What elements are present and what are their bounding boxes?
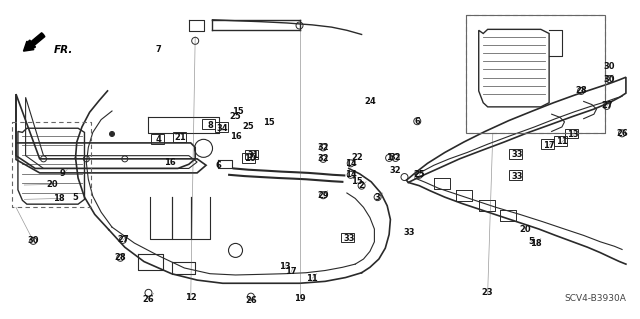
Text: 8: 8: [207, 121, 212, 130]
Text: 32: 32: [390, 166, 401, 175]
Text: 32: 32: [317, 154, 329, 163]
Text: 15: 15: [232, 107, 244, 116]
Text: 19: 19: [294, 294, 305, 303]
Text: 25: 25: [243, 122, 254, 130]
Text: 10: 10: [244, 154, 255, 163]
Text: 1: 1: [386, 153, 392, 162]
Text: 13: 13: [567, 130, 579, 139]
Text: 25: 25: [230, 112, 241, 121]
Text: 20: 20: [47, 180, 58, 189]
Text: 24: 24: [364, 97, 376, 106]
Text: 34: 34: [217, 124, 228, 133]
Bar: [541, 139, 554, 149]
Bar: [466, 15, 605, 133]
Text: 25: 25: [413, 170, 425, 179]
Bar: [509, 170, 522, 180]
Text: 11: 11: [307, 274, 318, 283]
Text: 11: 11: [556, 137, 568, 146]
Text: 30: 30: [28, 236, 39, 245]
Text: 30: 30: [604, 75, 615, 84]
Text: 20: 20: [519, 225, 531, 234]
Text: 15: 15: [263, 118, 275, 127]
Text: 3: 3: [375, 193, 380, 202]
Text: 9: 9: [60, 169, 65, 178]
Text: SCV4-B3930A: SCV4-B3930A: [564, 294, 626, 303]
Circle shape: [109, 131, 115, 137]
Text: 31: 31: [247, 151, 259, 160]
Text: 12: 12: [185, 293, 196, 302]
Text: 18: 18: [531, 239, 542, 248]
Bar: [245, 150, 258, 160]
Text: 4: 4: [156, 135, 162, 144]
Text: 5: 5: [528, 237, 534, 246]
Text: 2: 2: [358, 181, 365, 190]
Text: 33: 33: [511, 172, 523, 181]
Bar: [341, 233, 354, 242]
Text: 29: 29: [317, 191, 329, 200]
Bar: [565, 129, 578, 138]
Text: 26: 26: [245, 296, 257, 305]
Text: 33: 33: [404, 228, 415, 237]
FancyArrow shape: [24, 33, 45, 51]
Text: 27: 27: [117, 235, 129, 244]
Bar: [509, 149, 522, 159]
Text: 32: 32: [390, 153, 401, 162]
Text: 14: 14: [345, 170, 356, 179]
Text: 16: 16: [230, 132, 241, 141]
Text: 17: 17: [543, 141, 555, 150]
Text: 33: 33: [511, 150, 523, 159]
Bar: [554, 136, 567, 146]
Text: 27: 27: [601, 101, 612, 110]
Text: 6: 6: [216, 161, 222, 170]
Text: 17: 17: [285, 267, 297, 276]
Bar: [173, 132, 186, 142]
Text: 32: 32: [317, 143, 329, 152]
Text: 21: 21: [175, 133, 186, 142]
Text: 22: 22: [351, 153, 363, 162]
Text: 16: 16: [164, 158, 175, 167]
Text: 26: 26: [143, 295, 154, 304]
Text: 28: 28: [575, 86, 587, 95]
Text: FR.: FR.: [54, 45, 73, 55]
Text: 28: 28: [115, 253, 126, 262]
Text: 5: 5: [72, 193, 79, 202]
Bar: [202, 119, 215, 129]
Bar: [151, 134, 164, 144]
Text: 7: 7: [156, 45, 161, 54]
Text: 13: 13: [279, 262, 291, 271]
Text: 30: 30: [604, 63, 615, 71]
Bar: [242, 153, 255, 163]
Text: 26: 26: [616, 129, 628, 138]
Text: 33: 33: [343, 234, 355, 243]
Text: 14: 14: [345, 159, 356, 168]
Text: 18: 18: [53, 194, 65, 203]
Text: 15: 15: [351, 177, 363, 186]
Bar: [215, 122, 228, 132]
Text: 6: 6: [414, 117, 420, 126]
Text: 23: 23: [482, 288, 493, 297]
